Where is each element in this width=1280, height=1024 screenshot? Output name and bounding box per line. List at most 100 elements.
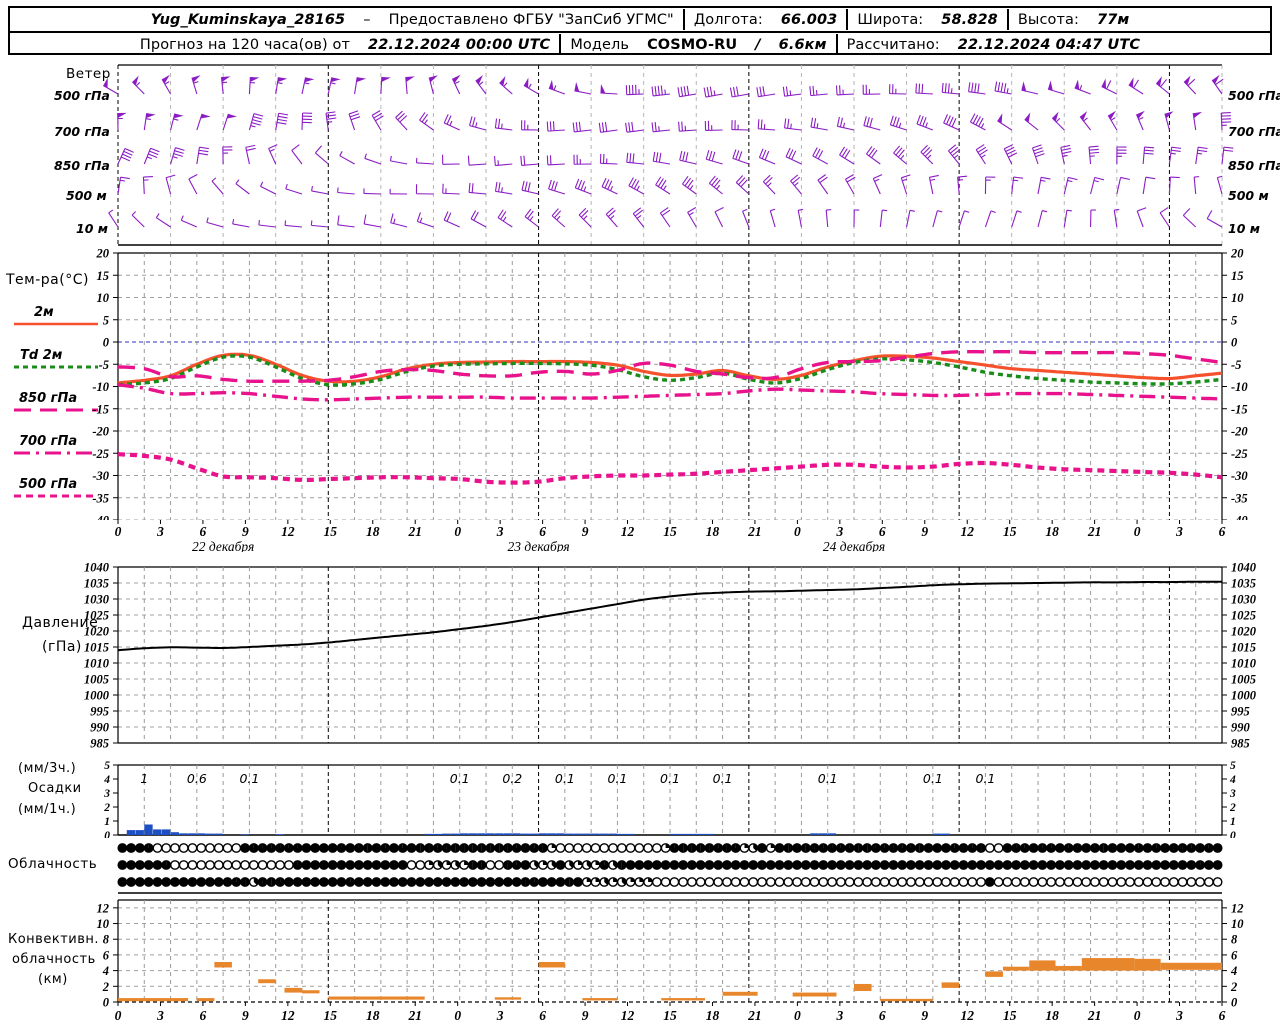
cloud-octa-symbol [485, 877, 496, 887]
convective-cloud-bar [722, 991, 758, 996]
cloud-octa-symbol [275, 877, 286, 887]
cloud-octa-symbol [257, 860, 268, 870]
cloud-octa-symbol [590, 843, 601, 853]
cloud-octa-symbol [397, 860, 408, 870]
precip-title: Осадки [28, 781, 82, 796]
precip-3h-label: 0.1 [239, 771, 260, 786]
cloud-octa-symbol [126, 860, 137, 870]
svg-text:21: 21 [1087, 1008, 1102, 1023]
svg-text:18: 18 [366, 1008, 380, 1023]
cloud-octa-symbol [502, 877, 513, 887]
cloud-octa-symbol [1011, 843, 1022, 853]
svg-text:20: 20 [96, 248, 110, 261]
model-separator: / [755, 36, 761, 53]
header-dash: – [363, 11, 371, 28]
cloud-octa-symbol [1098, 843, 1109, 853]
cloud-octa-symbol [713, 877, 724, 887]
svg-text:-10: -10 [92, 380, 109, 394]
precip-3h-label: 0.1 [817, 771, 838, 786]
svg-text:0: 0 [104, 830, 110, 840]
cloud-octa-symbol [879, 877, 890, 887]
cloud-octa-symbol [520, 877, 531, 887]
model-label: Модель [570, 36, 630, 53]
cloud-octa-symbol [669, 877, 680, 887]
cloud-octa-symbol [205, 877, 215, 887]
cloud-octa-symbol [178, 877, 189, 887]
cloud-octa-symbol [205, 843, 215, 853]
cloud-octa-symbol [266, 843, 277, 853]
svg-text:15: 15 [97, 269, 110, 283]
convective-cloud-bar [494, 997, 522, 1000]
cloud-octa-symbol [897, 843, 908, 853]
cloud-octa-symbol [240, 860, 250, 870]
svg-text:6: 6 [103, 948, 110, 962]
cloud-octa-symbol [231, 877, 242, 887]
cloud-octa-symbol [599, 843, 610, 853]
cloud-octa-symbol [686, 843, 697, 853]
cloud-octa-symbol [616, 843, 627, 853]
svg-text:1010: 1010 [1231, 657, 1257, 671]
cloud-octa-symbol [748, 877, 759, 887]
svg-text:-35: -35 [1231, 491, 1248, 505]
cloud-octa-symbol [976, 843, 986, 853]
cloud-octa-symbol [695, 843, 706, 853]
svg-text:1030: 1030 [84, 593, 110, 607]
cloud-octa-symbol [476, 860, 487, 870]
svg-text:-30: -30 [1231, 469, 1248, 483]
convective-cloud-bar [354, 996, 425, 1000]
cloud-octa-symbol [310, 843, 321, 853]
wind-level-500m-left: 500 м [66, 188, 107, 203]
precipitation-plot: 5 5 4 4 3 3 2 2 1 1 0 0 [103, 760, 1236, 840]
svg-text:0: 0 [1134, 1008, 1141, 1023]
wind-level-10m-left: 10 м [76, 221, 108, 236]
cloud-octa-symbol [327, 843, 338, 853]
svg-text:6: 6 [539, 524, 546, 539]
header-separator [846, 9, 849, 30]
svg-text:3: 3 [156, 1008, 164, 1023]
svg-text:6: 6 [1219, 524, 1226, 539]
svg-text:3: 3 [103, 788, 110, 800]
cloud-octa-symbol [1107, 860, 1118, 870]
cloud-octa-symbol [669, 843, 680, 853]
cloud-octa-symbol [152, 843, 163, 853]
cloud-octa-symbol [336, 843, 347, 853]
cloud-octa-symbol [485, 860, 496, 870]
cloud-octa-symbol [870, 860, 881, 870]
svg-text:3: 3 [156, 524, 164, 539]
cloud-octa-symbol [459, 860, 470, 870]
cloud-octa-symbol [783, 843, 794, 853]
convective-cloud-bar [284, 987, 302, 993]
svg-text:-25: -25 [92, 447, 109, 461]
cloud-octa-symbol [1098, 877, 1109, 887]
svg-text:5: 5 [103, 313, 109, 327]
cloud-octa-symbol [170, 877, 180, 887]
cloud-octa-symbol [730, 877, 741, 887]
cloud-octa-symbol [590, 860, 601, 870]
cloud-octa-symbol [1212, 860, 1223, 870]
cloud-octa-symbol [809, 877, 820, 887]
cloud-octa-symbol [897, 860, 908, 870]
svg-text:20: 20 [1230, 248, 1244, 261]
cloud-octa-symbol [1090, 877, 1100, 887]
cloud-octa-symbol [1168, 843, 1179, 853]
cloud-octa-symbol [354, 843, 364, 853]
cloud-octa-symbol [634, 860, 645, 870]
cloud-octa-symbol [616, 877, 627, 887]
cloud-octa-symbol [730, 860, 741, 870]
cloud-octa-symbol [538, 843, 548, 853]
legend-label-850: 850 гПа [19, 391, 78, 406]
cloud-octa-symbol [1160, 860, 1170, 870]
cloud-octa-symbol [161, 860, 172, 870]
cloud-octa-symbol [818, 860, 829, 870]
cloud-octa-symbol [126, 843, 137, 853]
cloud-octa-symbol [1177, 860, 1188, 870]
cloud-octa-symbol [643, 843, 654, 853]
svg-text:-20: -20 [92, 425, 109, 439]
cloud-octa-symbol [923, 843, 934, 853]
svg-text:1015: 1015 [1231, 641, 1256, 655]
svg-text:1005: 1005 [84, 673, 109, 687]
svg-text:12: 12 [281, 524, 295, 539]
cloud-octa-symbol [748, 843, 759, 853]
cloud-octa-symbol [1212, 877, 1223, 887]
